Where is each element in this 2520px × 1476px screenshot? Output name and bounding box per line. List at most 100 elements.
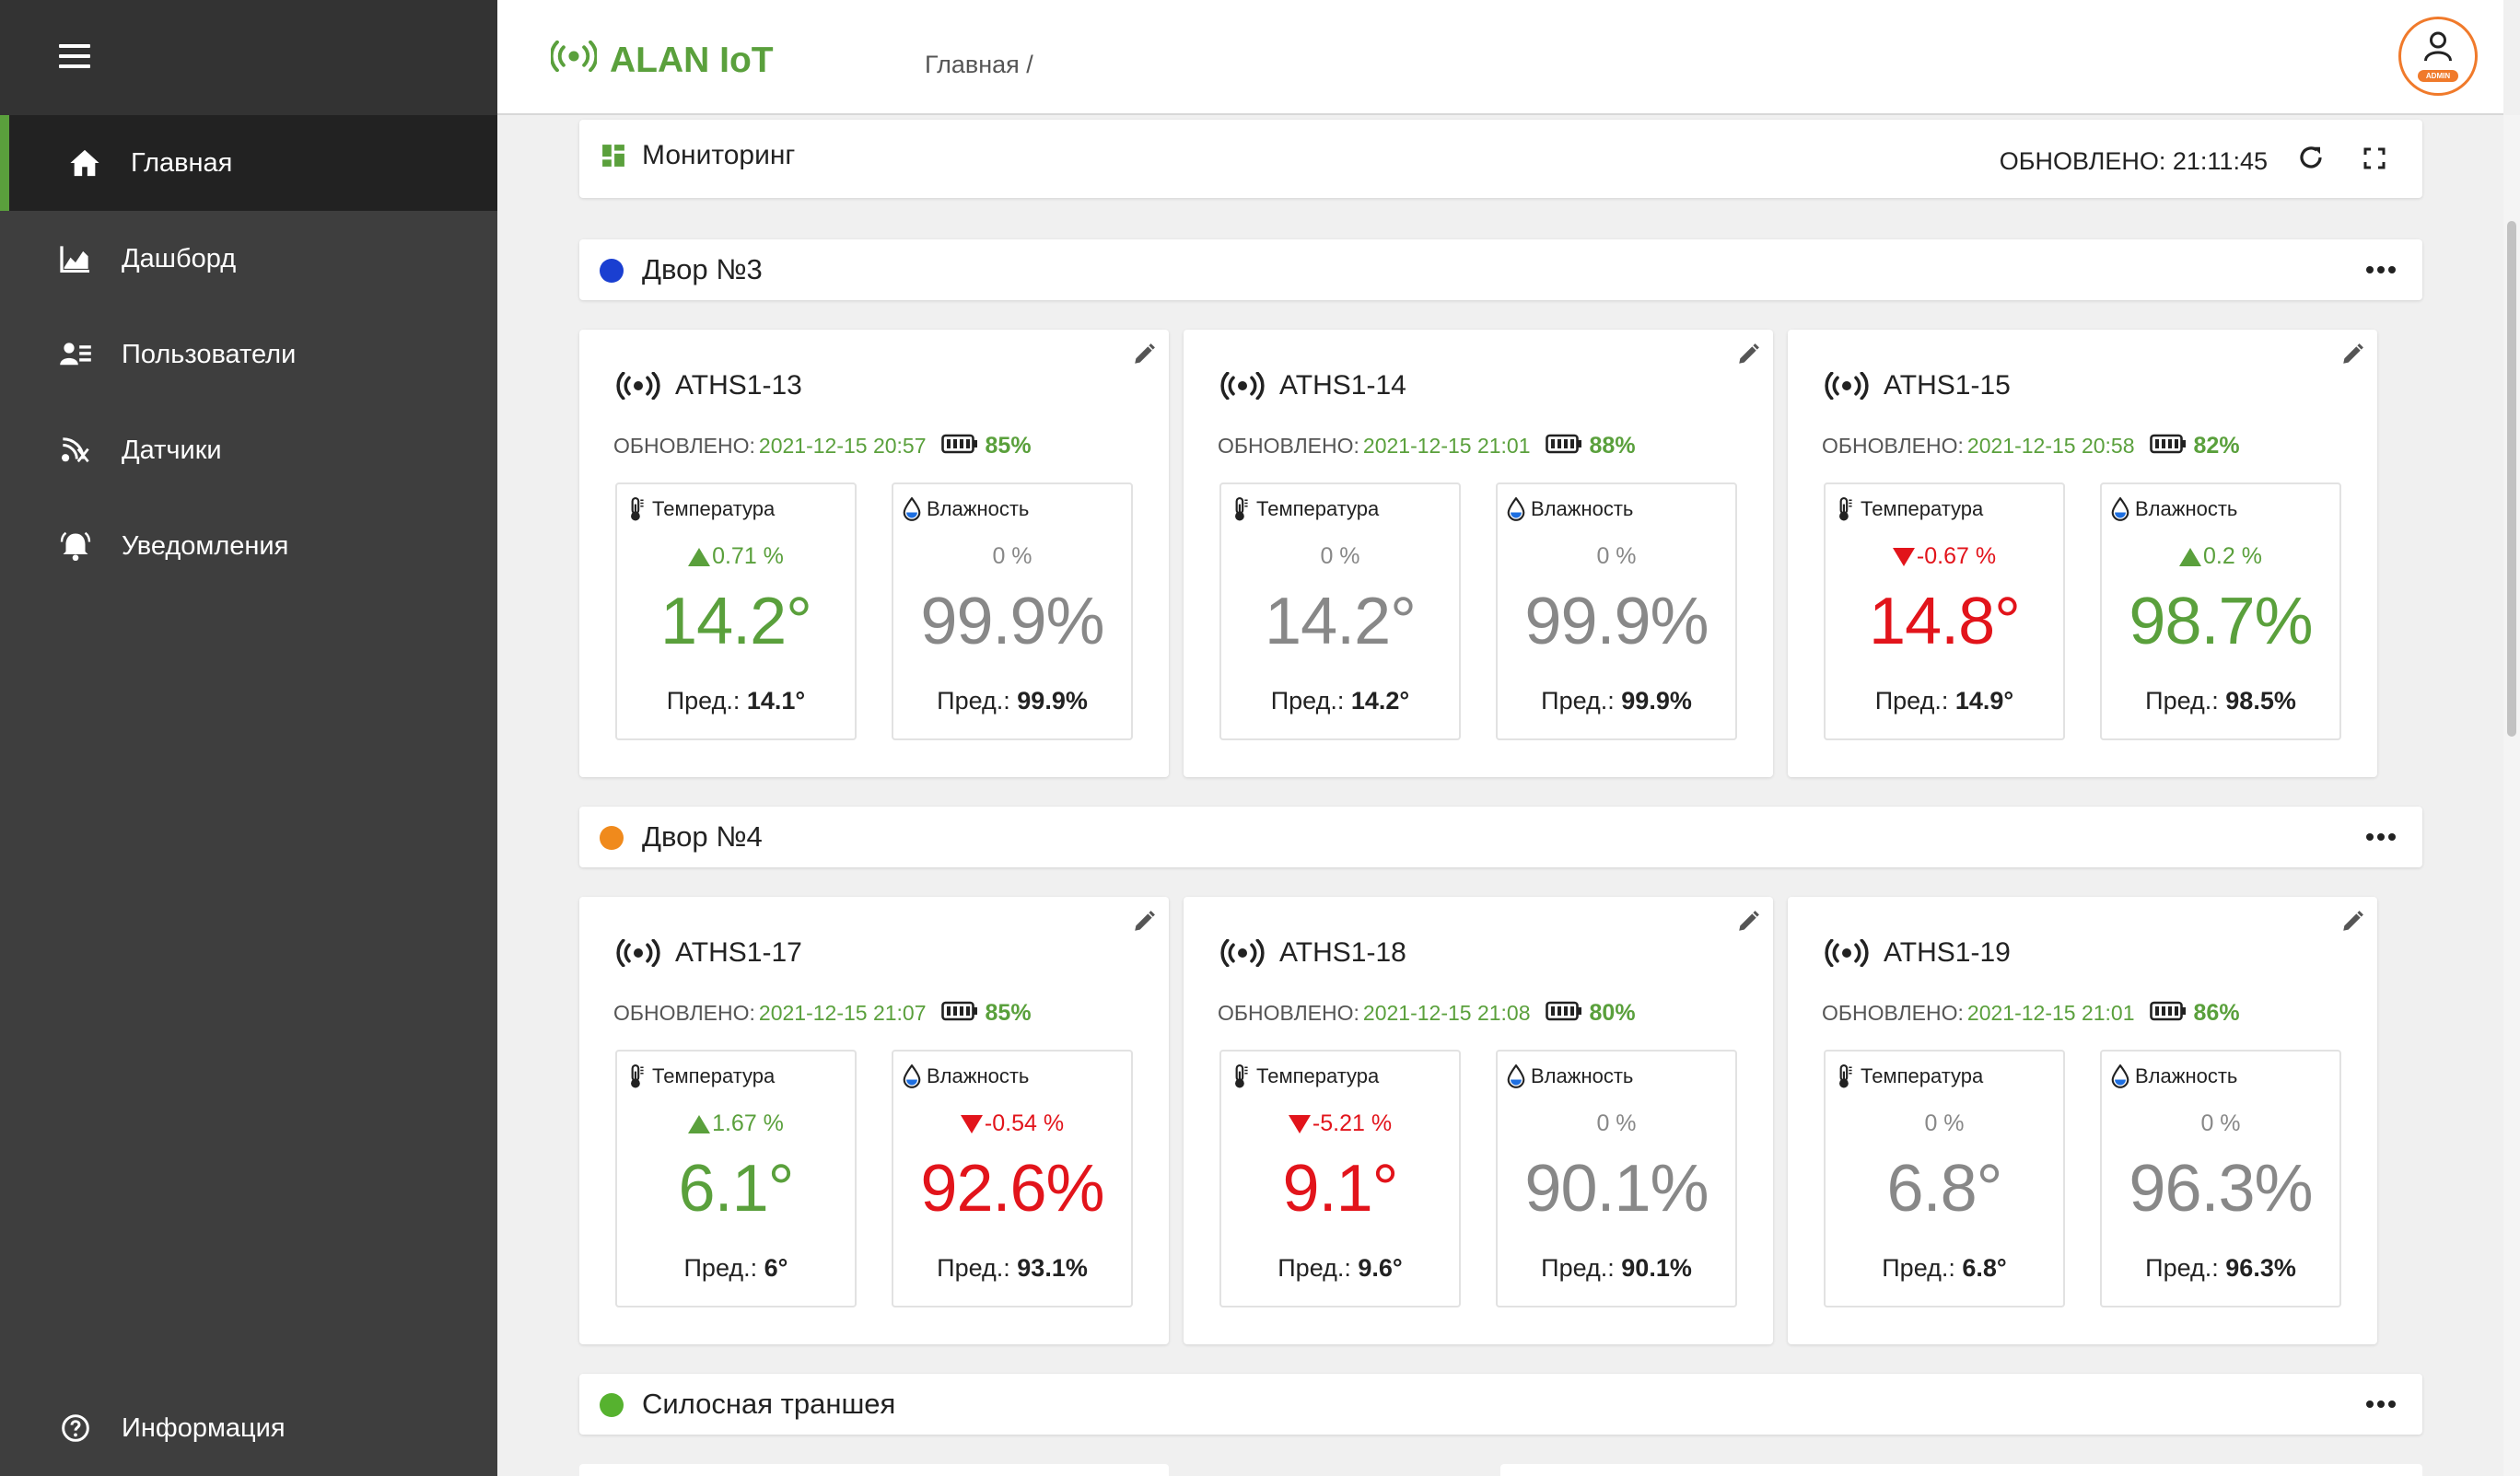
status-time: 2021-12-15 21:08 [1362, 1001, 1531, 1025]
refresh-icon[interactable] [2297, 144, 2325, 176]
battery-indicator [1545, 434, 1582, 459]
metric-delta: 0 % [1498, 1110, 1735, 1137]
metric-delta: -5.21 % [1221, 1110, 1459, 1137]
sidebar-item-label: Пользователи [122, 339, 297, 369]
home-icon [66, 145, 103, 181]
metric-delta: -0.67 % [1826, 543, 2063, 570]
users-icon [57, 336, 94, 373]
battery-icon [1545, 1001, 1581, 1020]
edit-button[interactable] [1736, 910, 1760, 938]
metric-delta: 0 % [2102, 1110, 2339, 1137]
edit-button[interactable] [2340, 343, 2364, 371]
scrollbar-thumb[interactable] [2507, 221, 2516, 737]
broadcast-icon [1825, 939, 1869, 967]
metric-label: Влажность [927, 497, 1030, 520]
delta-value: -0.67 % [1916, 543, 1997, 569]
sensor-name: ATHS1-14 [1279, 370, 1406, 401]
delta-value: -5.21 % [1312, 1110, 1393, 1136]
previous-number: 98.5% [2225, 687, 2296, 715]
menu-toggle-icon[interactable] [59, 44, 90, 68]
avatar[interactable]: ADMIN [2398, 17, 2478, 96]
edit-button[interactable] [1736, 343, 1760, 371]
delta-value: 0.71 % [712, 543, 784, 569]
battery-percent: 88% [1589, 433, 1636, 459]
metric-header: Температура [1231, 1064, 1379, 1088]
sidebar-item-label: Дашборд [122, 243, 237, 273]
more-options-icon[interactable] [2365, 823, 2397, 855]
brand-logo[interactable]: ALAN IoT [549, 40, 774, 81]
edit-button[interactable] [1132, 910, 1156, 938]
sensor-card[interactable]: ATHS1-14 ОБНОВЛЕНО: 2021-12-15 21:01 88% Тем… [1184, 330, 1773, 777]
breadcrumb[interactable]: Главная / [925, 51, 1033, 78]
previous-number: 14.2° [1350, 687, 1410, 715]
status-label: ОБНОВЛЕНО: [1822, 434, 1964, 458]
temperature-tile: Температура 0 % 6.8° Пред.: 6.8° [1824, 1050, 2065, 1307]
role-badge: ADMIN [2418, 70, 2458, 82]
sidebar-item-users[interactable]: Пользователи [0, 307, 497, 402]
status-label: ОБНОВЛЕНО: [1822, 1001, 1964, 1025]
page-scrollbar[interactable] [2503, 115, 2520, 1476]
sensor-card[interactable]: ATHS1-13 ОБНОВЛЕНО: 2021-12-15 20:57 85% Тем… [579, 330, 1169, 777]
previous-label: Пред.: [683, 1254, 758, 1282]
previous-value: Пред.: 96.3% [2102, 1254, 2339, 1283]
sensor-icon [57, 432, 94, 469]
delta-value: 0 % [1320, 543, 1360, 569]
metric-label: Температура [652, 1064, 776, 1087]
sidebar-item-home[interactable]: Главная [0, 115, 497, 211]
previous-number: 99.9% [1017, 687, 1088, 715]
sensor-card[interactable]: ATHS1-17 ОБНОВЛЕНО: 2021-12-15 21:07 85% Тем… [579, 897, 1169, 1344]
previous-label: Пред.: [1541, 687, 1615, 715]
battery-percent: 85% [985, 1000, 1032, 1026]
previous-number: 14.9° [1954, 687, 2014, 715]
metric-header: Влажность [2111, 497, 2237, 521]
brand-name: ALAN IoT [610, 41, 774, 80]
metric-label: Влажность [927, 1064, 1030, 1087]
sensor-card [579, 1464, 1169, 1476]
metric-value: 14.2° [1265, 585, 1417, 658]
status-time: 2021-12-15 21:01 [1362, 434, 1531, 458]
temperature-tile: Температура -5.21 % 9.1° Пред.: 9.6° [1219, 1050, 1461, 1307]
sensor-card[interactable]: ATHS1-19 ОБНОВЛЕНО: 2021-12-15 21:01 86% Тем… [1788, 897, 2377, 1344]
metric-delta: 0 % [1498, 543, 1735, 570]
edit-button[interactable] [1132, 343, 1156, 371]
edit-icon [1135, 911, 1155, 931]
sensor-status: ОБНОВЛЕНО: 2021-12-15 21:01 88% [1218, 433, 1636, 459]
edit-button[interactable] [2340, 910, 2364, 938]
previous-value: Пред.: 90.1% [1498, 1254, 1735, 1283]
sensor-status: ОБНОВЛЕНО: 2021-12-15 21:01 86% [1822, 1000, 2240, 1027]
group-header[interactable]: Двор №3 [579, 239, 2422, 300]
temperature-tile: Температура 1.67 % 6.1° Пред.: 6° [615, 1050, 857, 1307]
sensor-status: ОБНОВЛЕНО: 2021-12-15 21:08 80% [1218, 1000, 1636, 1027]
group-header[interactable]: Силосная траншея [579, 1374, 2422, 1435]
previous-value: Пред.: 99.9% [1498, 687, 1735, 715]
sidebar-item-notifications[interactable]: Уведомления [0, 498, 497, 594]
sensor-card[interactable]: ATHS1-18 ОБНОВЛЕНО: 2021-12-15 21:08 80% Тем… [1184, 897, 1773, 1344]
metric-value: 6.8° [1886, 1152, 2003, 1226]
more-options-icon[interactable] [2365, 256, 2397, 288]
metric-value: 14.2° [660, 585, 812, 658]
previous-number: 90.1% [1621, 1254, 1692, 1282]
group-title: Двор №4 [642, 820, 763, 853]
sensor-name: ATHS1-13 [675, 370, 802, 401]
sidebar-item-sensors[interactable]: Датчики [0, 402, 497, 498]
sidebar: Главная Дашборд Пользователи Датчики Уве… [0, 0, 497, 1476]
sidebar-item-info[interactable]: Информация [0, 1380, 497, 1476]
delta-value: 0 % [2200, 1110, 2241, 1136]
previous-value: Пред.: 6° [617, 1254, 855, 1283]
previous-value: Пред.: 14.2° [1221, 687, 1459, 715]
previous-value: Пред.: 98.5% [2102, 687, 2339, 715]
fullscreen-icon[interactable] [2363, 147, 2386, 174]
group-header[interactable]: Двор №4 [579, 807, 2422, 867]
metric-label: Температура [1861, 1064, 1984, 1087]
group-color-dot [600, 826, 624, 850]
sidebar-item-dashboard[interactable]: Дашборд [0, 211, 497, 307]
metric-value: 14.8° [1869, 585, 2021, 658]
sensor-card[interactable]: ATHS1-15 ОБНОВЛЕНО: 2021-12-15 20:58 82% Тем… [1788, 330, 2377, 777]
water-drop-icon [2111, 497, 2129, 521]
more-options-icon[interactable] [2365, 1390, 2397, 1423]
sensor-header: ATHS1-18 [1220, 937, 1406, 969]
sidebar-item-label: Датчики [122, 435, 222, 465]
edit-icon [1135, 343, 1155, 364]
status-label: ОБНОВЛЕНО: [613, 1001, 755, 1025]
bell-icon [57, 528, 94, 564]
